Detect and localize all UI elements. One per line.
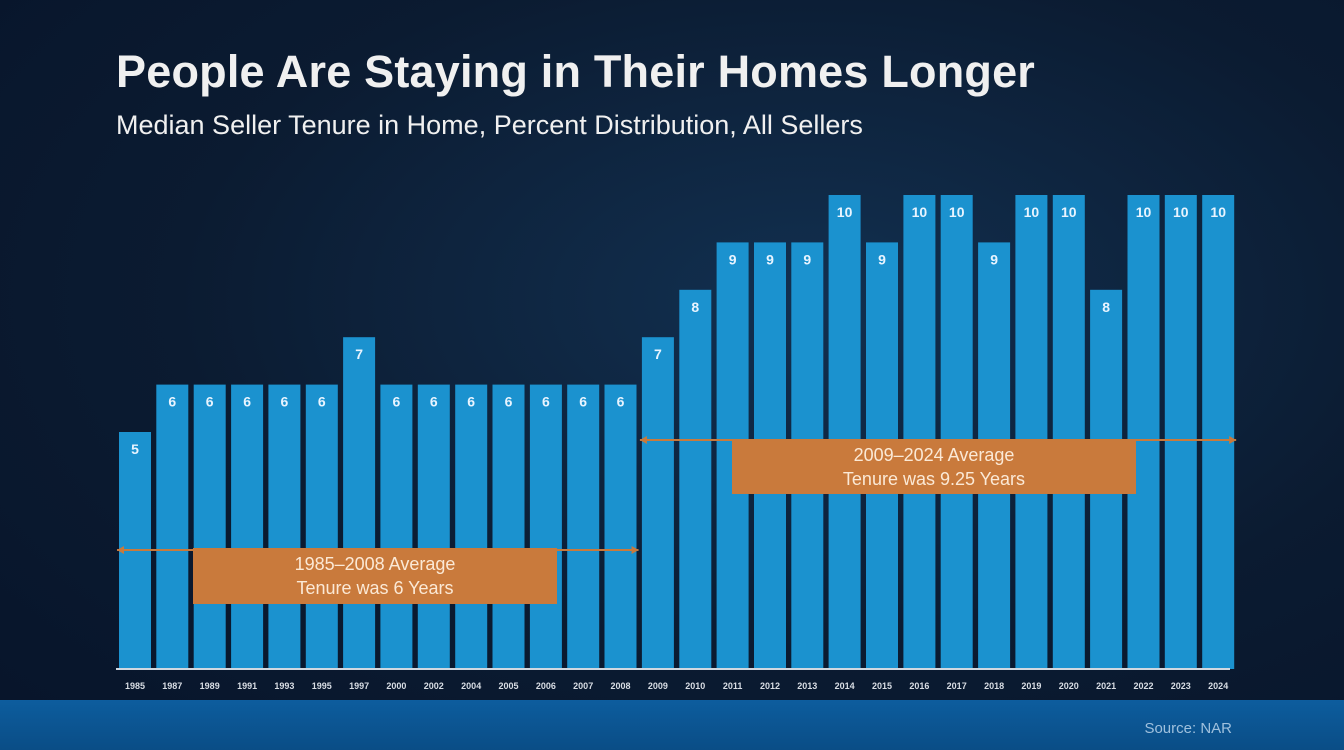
left-annotation-line2: Tenure was 6 Years	[296, 578, 454, 598]
bar-2002	[417, 384, 450, 669]
bar-1997	[343, 337, 376, 669]
x-tick-label: 2004	[461, 681, 481, 691]
x-tick-label: 2002	[424, 681, 444, 691]
x-tick-label: 2012	[760, 681, 780, 691]
bar-value-label: 9	[803, 251, 811, 267]
x-tick-label: 1991	[237, 681, 257, 691]
x-tick-label: 2015	[872, 681, 892, 691]
bar-value-label: 6	[505, 394, 513, 410]
bar-value-label: 10	[1173, 204, 1189, 220]
bar-value-label: 10	[1136, 204, 1152, 220]
x-tick-label: 2006	[536, 681, 556, 691]
bar-value-label: 7	[355, 346, 363, 362]
bar-2006	[529, 384, 562, 669]
x-tick-label: 2010	[685, 681, 705, 691]
bar-2020	[1052, 195, 1085, 669]
x-tick-label: 2007	[573, 681, 593, 691]
bar-value-label: 9	[878, 251, 886, 267]
bar-2008	[604, 384, 637, 669]
bar-value-label: 6	[542, 394, 550, 410]
bar-value-label: 10	[837, 204, 853, 220]
x-tick-label: 1993	[274, 681, 294, 691]
chart-title: People Are Staying in Their Homes Longer	[116, 46, 1036, 97]
x-tick-label: 2013	[797, 681, 817, 691]
x-tick-label: 2016	[909, 681, 929, 691]
bar-2022	[1127, 195, 1160, 669]
x-tick-label: 2023	[1171, 681, 1191, 691]
right-average-annotation: 2009–2024 Average Tenure was 9.25 Years	[732, 440, 1136, 494]
bar-value-label: 6	[393, 394, 401, 410]
bar-value-label: 6	[281, 394, 289, 410]
bar-1991	[231, 384, 264, 669]
x-tick-label: 2009	[648, 681, 668, 691]
x-tick-label: 2024	[1208, 681, 1228, 691]
bar-value-label: 10	[1061, 204, 1077, 220]
x-tick-label: 2017	[947, 681, 967, 691]
x-tick-label: 2022	[1133, 681, 1153, 691]
bar-value-label: 6	[617, 394, 625, 410]
x-tick-label: 1997	[349, 681, 369, 691]
bar-2016	[903, 195, 936, 669]
x-tick-label: 2021	[1096, 681, 1116, 691]
bar-value-label: 5	[131, 441, 139, 457]
right-annotation-line1: 2009–2024 Average	[853, 445, 1015, 465]
x-tick-label: 2019	[1021, 681, 1041, 691]
x-tick-label: 1995	[312, 681, 332, 691]
bar-value-label: 9	[729, 251, 737, 267]
bar-2017	[940, 195, 973, 669]
bar-chart: 5 6 6 6 6 6 7 6 6 6 6 6 6 6 7 8 9 9 9 10 9 10 10 9 10 10 8 10 10 10 1…	[116, 195, 1237, 691]
bar-value-label: 10	[1024, 204, 1040, 220]
right-annotation-line2: Tenure was 9.25 Years	[842, 469, 1026, 489]
bar-1989	[193, 384, 226, 669]
x-tick-label: 1987	[162, 681, 182, 691]
bar-value-label: 6	[430, 394, 438, 410]
left-annotation-line1: 1985–2008 Average	[294, 554, 456, 574]
bar-2009	[641, 337, 674, 669]
footer-band: Source: NAR	[0, 700, 1344, 750]
bar-1993	[268, 384, 301, 669]
bar-2007	[567, 384, 600, 669]
bar-value-label: 6	[243, 394, 251, 410]
x-tick-label: 1989	[200, 681, 220, 691]
bar-2004	[455, 384, 488, 669]
bar-value-label: 9	[766, 251, 774, 267]
bar-value-label: 8	[1102, 299, 1110, 315]
bar-value-label: 10	[912, 204, 928, 220]
bar-1995	[305, 384, 338, 669]
bar-1987	[156, 384, 189, 669]
source-label: Source: NAR	[1144, 720, 1232, 737]
x-tick-label: 2011	[723, 681, 743, 691]
bar-value-label: 6	[168, 394, 176, 410]
bar-2023	[1164, 195, 1197, 669]
bar-value-label: 6	[579, 394, 587, 410]
x-tick-label: 2014	[835, 681, 855, 691]
x-tick-label: 2000	[386, 681, 406, 691]
bar-2019	[1015, 195, 1048, 669]
bar-value-label: 9	[990, 251, 998, 267]
bar-2000	[380, 384, 413, 669]
bar-2010	[679, 289, 712, 669]
bar-value-label: 6	[318, 394, 326, 410]
bar-value-label: 10	[949, 204, 965, 220]
x-tick-label: 1985	[125, 681, 145, 691]
bar-2024	[1202, 195, 1235, 669]
bar-value-label: 7	[654, 346, 662, 362]
x-tick-label: 2020	[1059, 681, 1079, 691]
chart-subtitle: Median Seller Tenure in Home, Percent Di…	[116, 110, 863, 140]
bar-value-label: 8	[691, 299, 699, 315]
bar-value-label: 6	[467, 394, 475, 410]
bar-value-label: 6	[206, 394, 214, 410]
x-tick-label: 2008	[610, 681, 630, 691]
x-tick-label: 2018	[984, 681, 1004, 691]
bar-value-label: 10	[1210, 204, 1226, 220]
bar-2005	[492, 384, 525, 669]
x-tick-label: 2005	[498, 681, 518, 691]
bar-2014	[828, 195, 861, 669]
left-average-annotation: 1985–2008 Average Tenure was 6 Years	[193, 548, 557, 604]
